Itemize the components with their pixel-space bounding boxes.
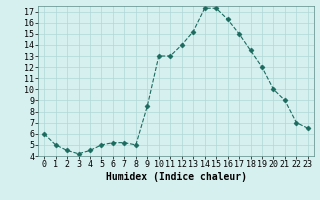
X-axis label: Humidex (Indice chaleur): Humidex (Indice chaleur) bbox=[106, 172, 246, 182]
